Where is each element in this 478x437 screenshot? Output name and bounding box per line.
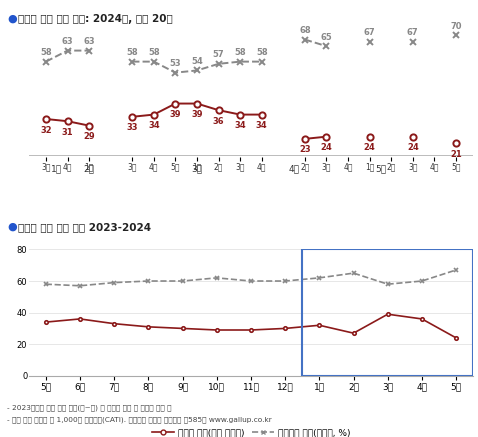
Text: 21: 21: [450, 150, 462, 159]
Text: 58: 58: [40, 48, 52, 57]
Text: 34: 34: [234, 121, 246, 130]
Text: 58: 58: [148, 48, 160, 57]
Text: 31: 31: [62, 128, 73, 137]
Text: ●: ●: [7, 222, 17, 232]
Text: 63: 63: [62, 37, 73, 46]
Text: 2월: 2월: [84, 164, 95, 173]
Text: 67: 67: [364, 28, 375, 37]
Text: 39: 39: [170, 110, 181, 119]
Text: 67: 67: [407, 28, 419, 37]
Text: 58: 58: [234, 48, 246, 57]
Text: 70: 70: [450, 22, 462, 31]
Text: 68: 68: [299, 26, 311, 35]
Bar: [302, 250, 473, 376]
Text: 34: 34: [256, 121, 268, 130]
Text: 대통령 직무 수행 평가 2023-2024: 대통령 직무 수행 평가 2023-2024: [18, 222, 152, 232]
Text: 24: 24: [407, 143, 419, 152]
Text: 33: 33: [127, 123, 138, 132]
Text: 57: 57: [213, 50, 224, 59]
Text: 3월: 3월: [191, 164, 203, 173]
Legend: 잘하고 있다(직무 긍정률), 잘못하고 있다(부정률, %): 잘하고 있다(직무 긍정률), 잘못하고 있다(부정률, %): [148, 425, 354, 437]
Text: 1월: 1월: [51, 164, 62, 173]
Text: 36: 36: [213, 117, 224, 126]
Text: 58: 58: [256, 48, 268, 57]
Text: 53: 53: [170, 59, 181, 68]
Text: 29: 29: [83, 132, 95, 141]
Text: 5월: 5월: [375, 164, 386, 173]
Text: 65: 65: [321, 33, 332, 42]
Text: 대통령 직무 수행 평가: 2024년, 최근 20주: 대통령 직무 수행 평가: 2024년, 최근 20주: [18, 14, 173, 24]
Text: 24: 24: [364, 143, 376, 152]
Text: 23: 23: [299, 146, 311, 155]
Text: 58: 58: [127, 48, 138, 57]
Text: ●: ●: [7, 14, 17, 24]
Text: 24: 24: [321, 143, 332, 152]
Text: 63: 63: [83, 37, 95, 46]
Text: 4월: 4월: [289, 164, 300, 173]
Text: 39: 39: [191, 110, 203, 119]
Text: 34: 34: [148, 121, 160, 130]
Text: - 매주 전국 유권자 약 1,000명 전화조사(CATI). 한국갤럽 데일리 오피니언 제585호 www.gallup.co.kr: - 매주 전국 유권자 약 1,000명 전화조사(CATI). 한국갤럽 데일…: [7, 416, 272, 423]
Text: 54: 54: [191, 57, 203, 66]
Text: - 2023년부터 주중 조사 기간(화~목) 중 휴우일 포함 시 데일리 조사 쉼: - 2023년부터 주중 조사 기간(화~목) 중 휴우일 포함 시 데일리 조…: [7, 404, 172, 411]
Text: 32: 32: [40, 125, 52, 135]
